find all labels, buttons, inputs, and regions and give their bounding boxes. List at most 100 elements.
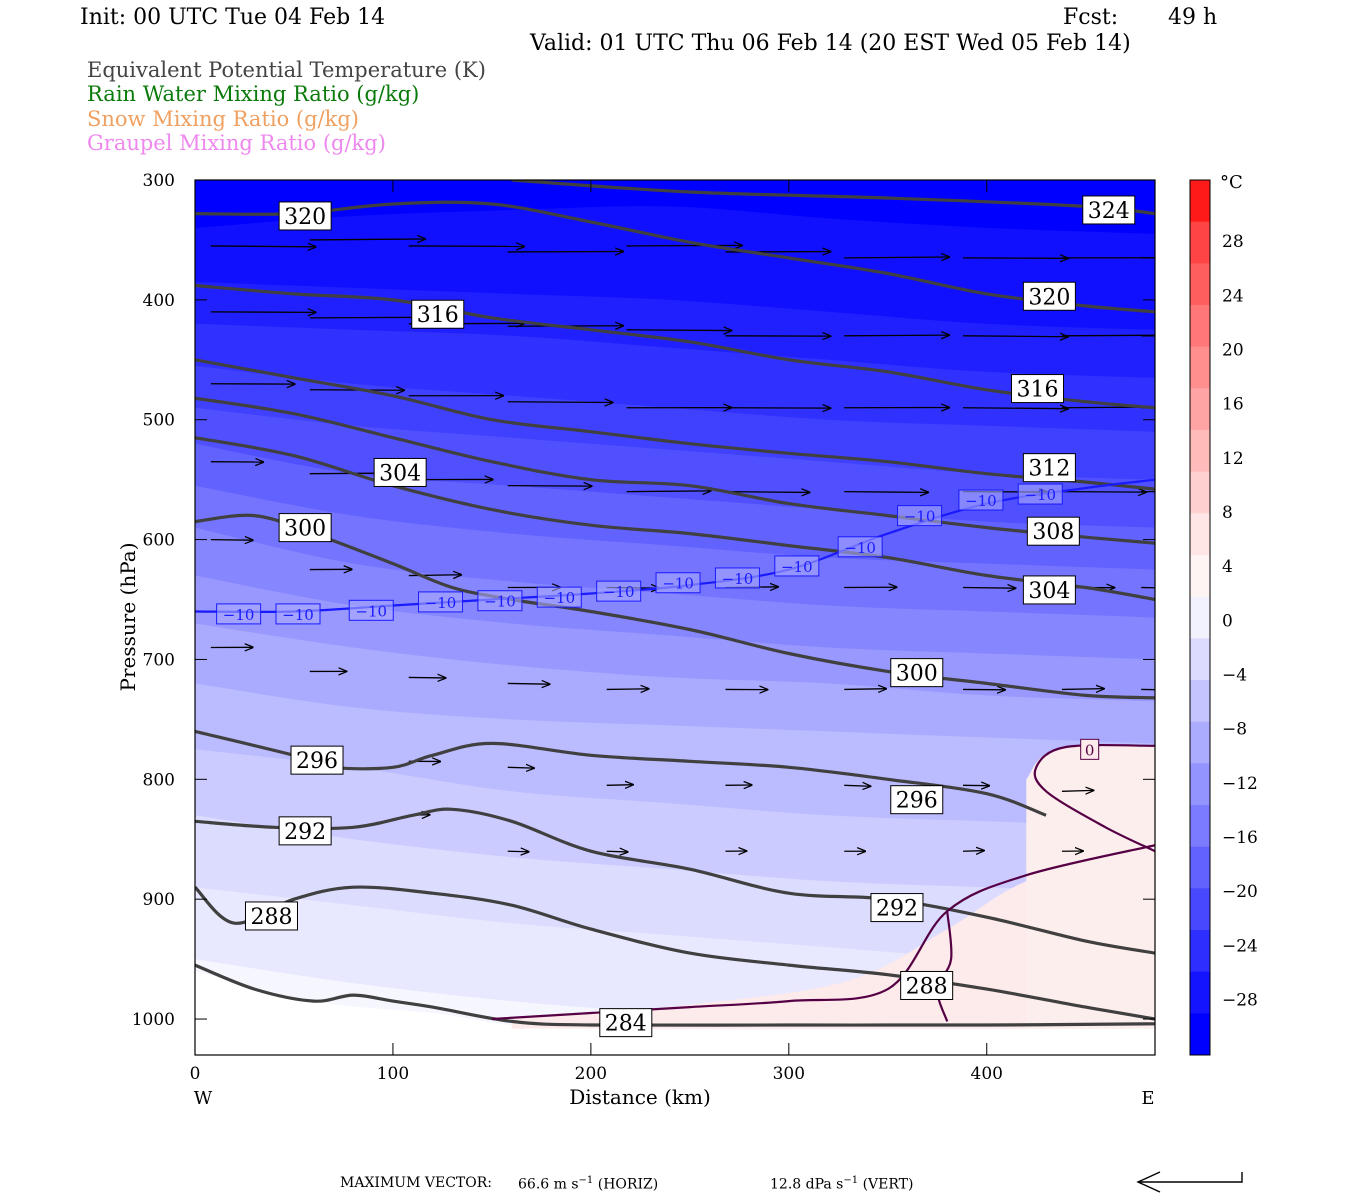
colorbar-tick-label: −24: [1222, 936, 1258, 956]
horiz-max: 66.6 m s−1 (HORIZ): [518, 1175, 658, 1193]
wind-arrow: [1141, 689, 1183, 690]
y-tick-label: 700: [143, 650, 175, 670]
vert-max: 12.8 dPa s−1 (VERT): [770, 1175, 913, 1193]
colorbar-tick-label: 4: [1222, 557, 1233, 577]
colorbar-swatch: [1190, 930, 1210, 972]
theta-e-label: 316: [1017, 378, 1059, 403]
wind-arrow: [627, 330, 732, 331]
wind-arrow: [963, 851, 984, 852]
y-tick-label: 800: [143, 770, 175, 790]
wind-arrow: [211, 540, 253, 541]
wind-arrow: [627, 245, 743, 246]
x-tick-label: 200: [575, 1064, 607, 1084]
colorbar-swatch: [1190, 805, 1210, 847]
colorbar-swatch: [1190, 1013, 1210, 1055]
theta-e-label: 292: [876, 897, 918, 922]
colorbar-swatch: [1190, 180, 1210, 222]
theta-e-label: 300: [896, 662, 938, 687]
colorbar-unit: °C: [1220, 172, 1243, 193]
isotherm-label: −10: [603, 583, 635, 601]
colorbar-tick-label: −16: [1222, 828, 1258, 848]
colorbar-swatch: [1190, 388, 1210, 430]
y-tick-label: 900: [143, 890, 175, 910]
colorbar-tick-label: 12: [1222, 449, 1244, 469]
colorbar-swatch: [1190, 972, 1210, 1014]
wind-arrow: [310, 317, 426, 318]
x-tick-label: 0: [190, 1064, 201, 1084]
colorbar-swatch: [1190, 555, 1210, 597]
isotherm-label: −10: [543, 589, 575, 607]
reference-vector-icon: [1130, 1168, 1250, 1200]
colorbar-swatch: [1190, 722, 1210, 764]
cross-section-chart: 324 320 320 316 316 312 308 304 304 300 300 296 296 2…: [0, 0, 1350, 1160]
y-tick-label: 400: [143, 291, 175, 311]
isotherm-zero-label: 0: [1085, 741, 1095, 759]
isotherm-label: −10: [282, 606, 314, 624]
theta-e-label: 288: [906, 974, 948, 999]
x-start-label: W: [194, 1088, 213, 1109]
colorbar-swatch: [1190, 638, 1210, 680]
colorbar-swatch: [1190, 763, 1210, 805]
colorbar-swatch: [1190, 680, 1210, 722]
colorbar-swatch: [1190, 305, 1210, 347]
theta-e-label: 316: [417, 303, 459, 328]
theta-e-label: 324: [1088, 199, 1130, 224]
isotherm-label: −10: [425, 594, 457, 612]
wind-arrow: [844, 335, 949, 336]
wind-arrow: [508, 683, 550, 684]
theta-e-label: 292: [284, 820, 326, 845]
isotherm-label: −10: [781, 558, 813, 576]
colorbar-tick-label: 20: [1222, 341, 1244, 361]
wind-arrow: [508, 402, 613, 403]
colorbar-swatch: [1190, 597, 1210, 639]
wind-arrow: [844, 689, 886, 690]
x-end-label: E: [1141, 1088, 1154, 1109]
wind-arrow: [409, 677, 446, 678]
y-axis-label: Pressure (hPa): [116, 543, 140, 692]
colorbar-tick-label: 28: [1222, 232, 1244, 252]
isotherm-label: −10: [662, 575, 694, 593]
isotherm-label: −10: [965, 492, 997, 510]
colorbar-swatch: [1190, 430, 1210, 472]
theta-e-label: 300: [284, 517, 326, 542]
colorbar-swatch: [1190, 847, 1210, 889]
colorbar-swatch: [1190, 472, 1210, 514]
y-tick-label: 1000: [132, 1010, 175, 1030]
theta-e-label: 308: [1032, 520, 1074, 545]
colorbar-tick-label: 16: [1222, 395, 1244, 415]
wind-arrow: [844, 492, 928, 493]
wind-arrow: [211, 246, 316, 247]
theta-e-label: 296: [296, 749, 338, 774]
wind-arrow: [1062, 689, 1104, 690]
x-tick-label: 100: [377, 1064, 409, 1084]
wind-arrow: [963, 336, 1068, 337]
wind-arrow: [508, 767, 534, 768]
wind-arrow: [508, 851, 529, 852]
wind-arrow: [508, 486, 592, 487]
theta-e-label: 320: [1028, 285, 1070, 310]
colorbar-tick-label: −20: [1222, 882, 1258, 902]
colorbar-swatch: [1190, 513, 1210, 555]
colorbar-tick-label: −8: [1222, 720, 1247, 740]
x-tick-label: 300: [773, 1064, 805, 1084]
colorbar-tick-label: 24: [1222, 286, 1244, 306]
theta-e-label: 288: [250, 905, 292, 930]
colorbar-tick-label: −28: [1222, 991, 1258, 1011]
theta-e-label: 304: [1028, 579, 1070, 604]
y-tick-label: 500: [143, 411, 175, 431]
wind-arrow: [963, 588, 1016, 589]
x-tick-label: 400: [971, 1064, 1003, 1084]
wind-arrow: [607, 785, 633, 786]
wind-arrow: [1062, 790, 1094, 791]
isotherm-label: −10: [1024, 486, 1056, 504]
colorbar: 28 24 20 16 12 8 4 0 −4 −8 −12 −16 −20 −24 −28: [1190, 180, 1258, 1056]
theta-e-label: 296: [896, 789, 938, 814]
isotherm-label: −10: [355, 602, 387, 620]
warm-region-upper: [1026, 746, 1155, 1029]
theta-e-label: 284: [605, 1012, 647, 1037]
isotherm-label: −10: [844, 539, 876, 557]
isotherm-label: −10: [722, 570, 754, 588]
wind-arrow: [607, 851, 628, 852]
wind-arrow: [607, 689, 649, 690]
colorbar-swatch: [1190, 222, 1210, 264]
